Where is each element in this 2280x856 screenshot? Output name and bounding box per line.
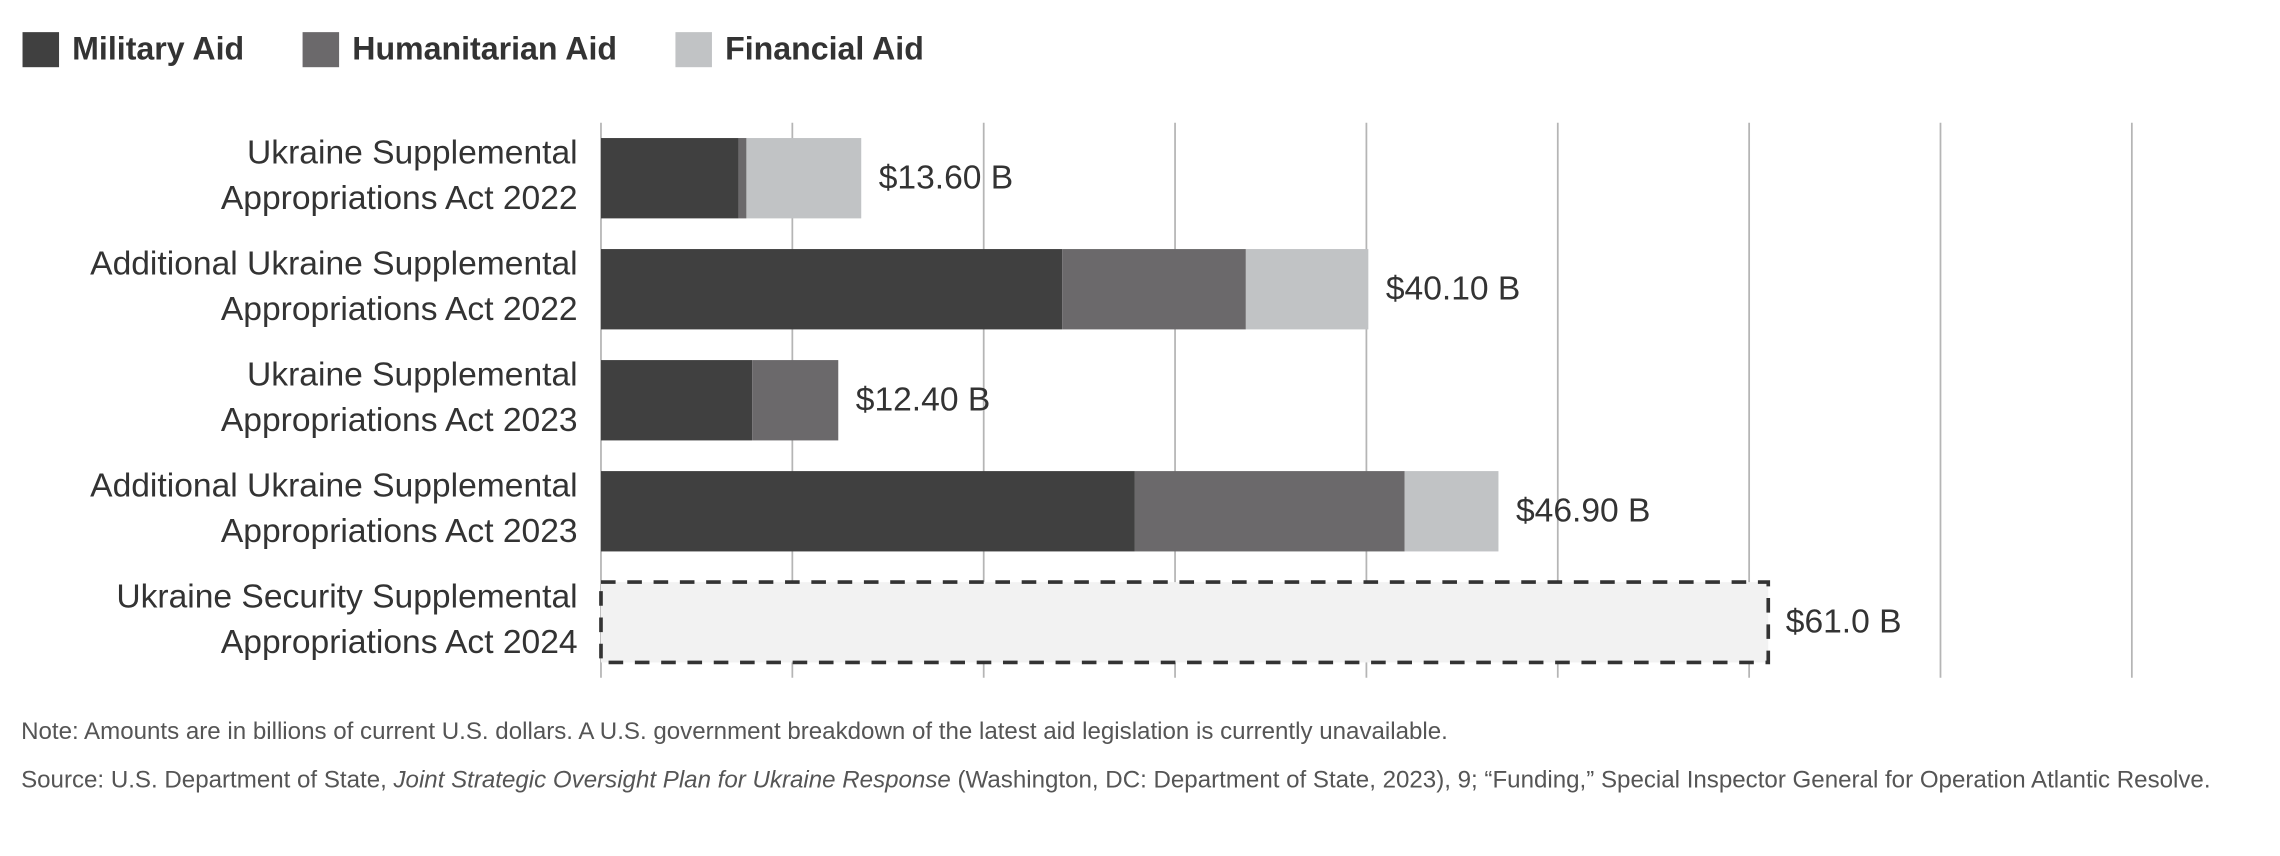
legend-label: Financial Aid <box>725 31 924 67</box>
legend-label: Military Aid <box>72 31 244 67</box>
bar-segment <box>1245 249 1369 330</box>
bar-segment <box>600 249 1063 330</box>
source-text: Source: U.S. Department of State, <box>21 766 394 794</box>
source-title: Joint Strategic Oversight Plan for Ukrai… <box>393 766 951 794</box>
category-label: Ukraine Supplemental Appropriations Act … <box>220 132 578 217</box>
bar-segment <box>746 138 862 219</box>
category-box: Ukraine Supplemental Appropriations Act … <box>220 132 578 217</box>
bar-segment <box>1134 471 1405 552</box>
category-label: Ukraine Supplemental Appropriations Act … <box>220 354 578 439</box>
category-box: Additional Ukraine Supplemental Appropri… <box>90 243 578 328</box>
bar-segment <box>600 471 1135 552</box>
legend-swatch <box>22 32 60 68</box>
source-text: (Washington, DC: Department of State, 20… <box>950 766 2211 794</box>
value-label: $13.60 B <box>879 160 1013 197</box>
category-label: Additional Ukraine Supplemental Appropri… <box>90 243 578 328</box>
bar-segment <box>738 138 747 219</box>
legend-swatch <box>302 32 340 68</box>
notes: Note: Amounts are in billions of current… <box>21 716 2212 798</box>
bar-segment <box>752 360 839 441</box>
category-label: Ukraine Security Supplemental Appropriat… <box>116 576 578 661</box>
unbroken-bar <box>599 580 1771 665</box>
notes-box: Note: Amounts are in billions of current… <box>21 716 2212 798</box>
note: Note: Amounts are in billions of current… <box>21 718 1448 745</box>
value-label: $40.10 B <box>1386 271 1520 308</box>
source: Source: U.S. Department of State, Joint … <box>21 764 2212 798</box>
category-box: Ukraine Supplemental Appropriations Act … <box>220 354 578 439</box>
legend-label: Humanitarian Aid <box>352 31 617 67</box>
bar-segment <box>600 138 739 219</box>
category-label: Additional Ukraine Supplemental Appropri… <box>90 465 578 550</box>
category-box: Ukraine Security Supplemental Appropriat… <box>116 576 578 661</box>
category-box: Additional Ukraine Supplemental Appropri… <box>90 465 578 550</box>
value-label: $46.90 B <box>1516 493 1650 530</box>
bar-segment <box>1404 471 1499 552</box>
value-label: $12.40 B <box>856 382 990 419</box>
bar-segment <box>600 360 753 441</box>
legend-swatch <box>675 32 712 68</box>
bar-segment <box>1062 249 1246 330</box>
value-label: $61.0 B <box>1786 604 1902 641</box>
